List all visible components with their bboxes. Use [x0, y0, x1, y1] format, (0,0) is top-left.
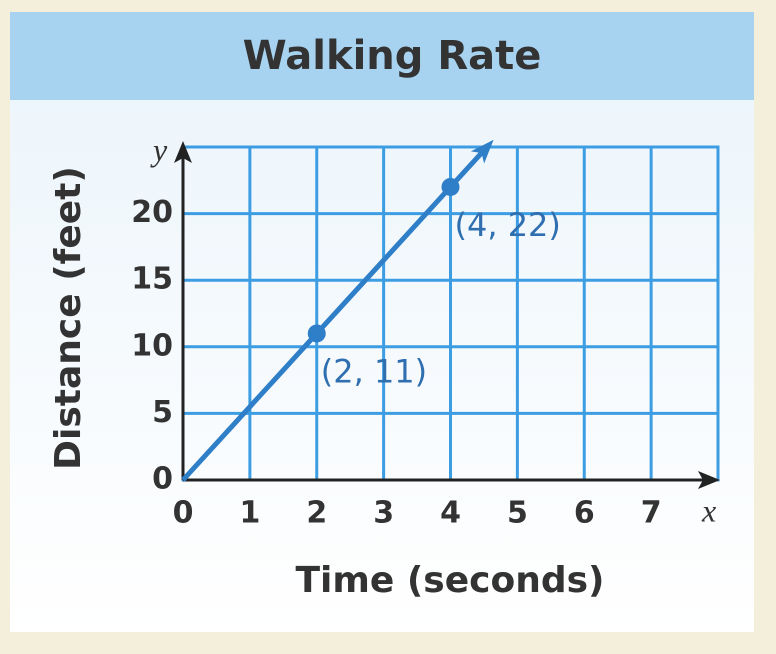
y-tick-label: 10 [131, 328, 173, 363]
annotation: (4, 22) [455, 206, 561, 244]
annotation: (2, 11) [321, 352, 427, 390]
y-tick-label: 15 [131, 262, 173, 297]
chart-title: Walking Rate [243, 33, 542, 79]
line-arrow [470, 139, 494, 164]
title-bar [10, 12, 754, 100]
x-tick-label: 2 [306, 496, 327, 531]
y-axis-arrow [174, 141, 192, 163]
x-tick-label: 4 [440, 496, 461, 531]
y-tick-label: 0 [152, 462, 173, 497]
x-tick-label: 6 [574, 496, 595, 531]
x-axis-name: x [701, 492, 716, 528]
y-tick-label: 20 [131, 195, 173, 230]
y-tick-label: 5 [152, 395, 173, 430]
x-tick-label: 7 [641, 496, 662, 531]
panel [10, 12, 754, 632]
y-axis-title: Distance (feet) [48, 166, 89, 470]
y-axis-name: y [150, 131, 168, 167]
x-axis-arrow [698, 471, 720, 489]
x-tick-label: 1 [239, 496, 260, 531]
point [307, 324, 326, 343]
x-tick-label: 5 [507, 496, 528, 531]
x-tick-label: 0 [173, 496, 194, 531]
point [441, 177, 460, 196]
x-axis-title: Time (seconds) [295, 560, 604, 601]
x-tick-label: 3 [373, 496, 394, 531]
